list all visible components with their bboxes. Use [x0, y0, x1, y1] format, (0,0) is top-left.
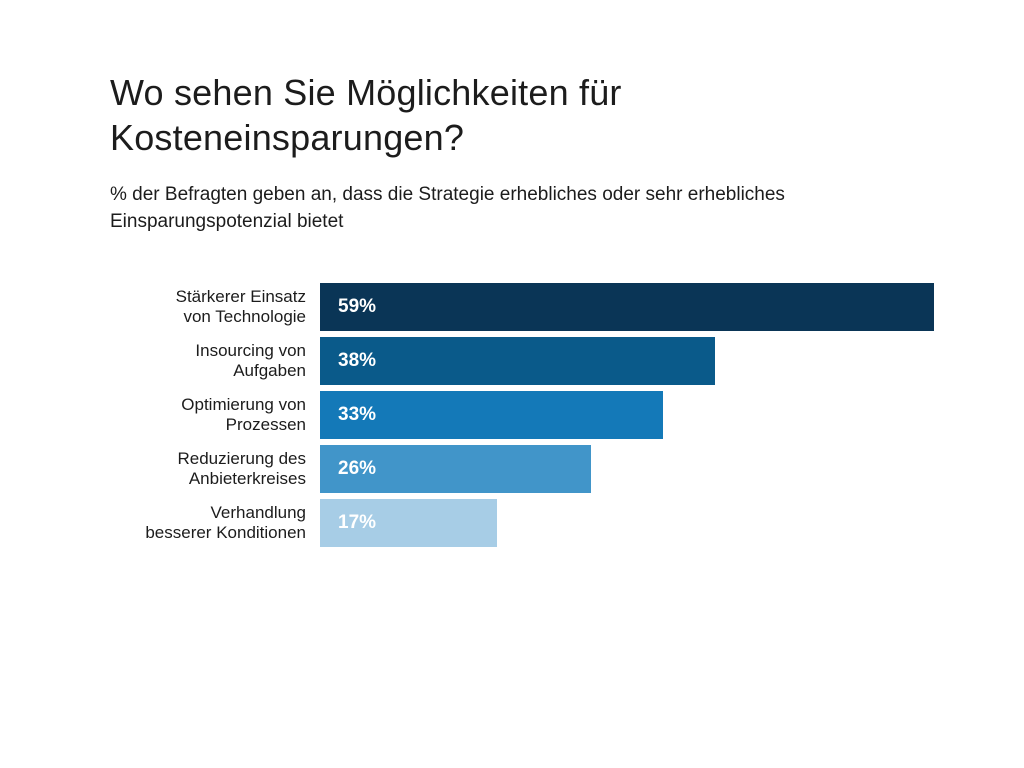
bar: 17% — [320, 499, 497, 547]
bar-label-line2: Anbieterkreises — [130, 469, 306, 489]
chart-subtitle: % der Befragten geben an, dass die Strat… — [110, 182, 870, 235]
bar-row: Optimierung von Prozessen 33% — [130, 391, 934, 439]
bar-label-line2: von Technologie — [130, 307, 306, 327]
bar-track: 33% — [320, 391, 934, 439]
bar-track: 17% — [320, 499, 934, 547]
bar-track: 38% — [320, 337, 934, 385]
bar-label-line1: Stärkerer Einsatz — [130, 287, 306, 307]
bar-label-line2: besserer Konditionen — [130, 523, 306, 543]
bar-label-line2: Aufgaben — [130, 361, 306, 381]
bar-label-line1: Insourcing von — [130, 341, 306, 361]
bar: 59% — [320, 283, 934, 331]
bar-value: 38% — [338, 350, 376, 372]
bar: 26% — [320, 445, 591, 493]
chart-title: Wo sehen Sie Möglichkeiten für Kostenein… — [110, 70, 934, 160]
bar-row: Reduzierung des Anbieterkreises 26% — [130, 445, 934, 493]
bar-chart: Stärkerer Einsatz von Technologie 59% In… — [110, 283, 934, 547]
bar-row: Stärkerer Einsatz von Technologie 59% — [130, 283, 934, 331]
bar-label: Insourcing von Aufgaben — [130, 341, 320, 382]
bar-label: Reduzierung des Anbieterkreises — [130, 449, 320, 490]
bar-value: 17% — [338, 512, 376, 534]
bar-label: Verhandlung besserer Konditionen — [130, 503, 320, 544]
bar-label-line1: Verhandlung — [130, 503, 306, 523]
bar-value: 33% — [338, 404, 376, 426]
chart-container: Wo sehen Sie Möglichkeiten für Kostenein… — [0, 0, 1024, 547]
bar-value: 59% — [338, 296, 376, 318]
bar-row: Verhandlung besserer Konditionen 17% — [130, 499, 934, 547]
bar: 38% — [320, 337, 715, 385]
bar-label-line2: Prozessen — [130, 415, 306, 435]
bar-label-line1: Optimierung von — [130, 395, 306, 415]
bar-track: 59% — [320, 283, 934, 331]
bar-track: 26% — [320, 445, 934, 493]
bar-label-line1: Reduzierung des — [130, 449, 306, 469]
bar-value: 26% — [338, 458, 376, 480]
bar-label: Optimierung von Prozessen — [130, 395, 320, 436]
bar: 33% — [320, 391, 663, 439]
bar-label: Stärkerer Einsatz von Technologie — [130, 287, 320, 328]
bar-row: Insourcing von Aufgaben 38% — [130, 337, 934, 385]
